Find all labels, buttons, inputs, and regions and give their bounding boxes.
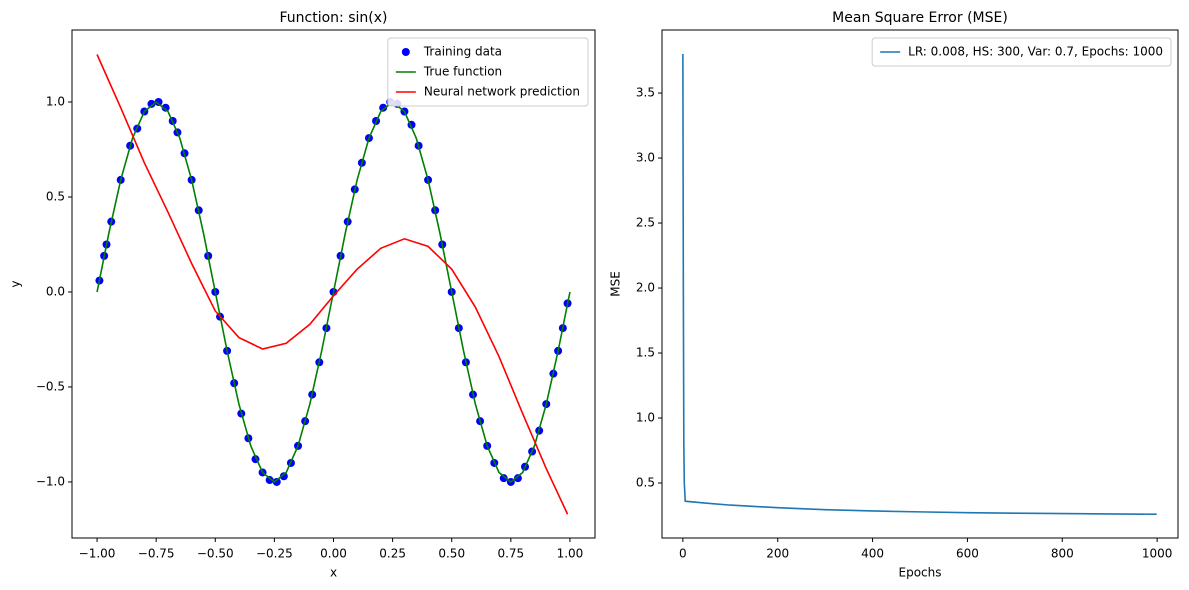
legend-label: Training data xyxy=(423,45,502,59)
plot-frame xyxy=(661,29,1179,539)
data-point xyxy=(265,476,274,485)
y-tick-label: 3.0 xyxy=(636,151,655,165)
data-point xyxy=(513,474,522,483)
x-tick-label: 800 xyxy=(1051,547,1074,561)
series-line xyxy=(96,54,569,515)
y-tick-label: 1.0 xyxy=(46,95,65,109)
plot-frame xyxy=(71,29,596,539)
x-tick-label: 0.25 xyxy=(379,547,406,561)
y-tick-label: 2.5 xyxy=(636,216,655,230)
series-line xyxy=(682,54,1157,516)
x-tick-label: −1.00 xyxy=(79,547,116,561)
x-tick-label: 1000 xyxy=(1142,547,1173,561)
x-tick-label: 0.50 xyxy=(438,547,465,561)
legend-marker xyxy=(401,48,410,56)
x-axis-label: Epochs xyxy=(899,566,942,580)
chart-title: Function: sin(x) xyxy=(280,10,388,26)
data-point xyxy=(147,99,156,108)
y-tick-label: −0.5 xyxy=(36,379,65,393)
legend-label: True function xyxy=(423,65,502,79)
y-tick-label: 3.5 xyxy=(636,86,655,100)
legend-label: LR: 0.008, HS: 300, Var: 0.7, Epochs: 10… xyxy=(908,45,1163,59)
y-tick-label: −1.0 xyxy=(36,474,65,488)
subplot: Function: sin(x) x y −1.00 −0.75 −0.50 −0.25 0.… xyxy=(9,10,596,580)
legend: LR: 0.008, HS: 300, Var: 0.7, Epochs: 10… xyxy=(871,37,1172,67)
legend-label: Neural network prediction xyxy=(424,85,580,99)
data-point xyxy=(279,472,288,481)
y-tick-label: 2.0 xyxy=(636,281,655,295)
series-line xyxy=(96,100,571,483)
x-axis-label: x xyxy=(330,566,337,580)
x-tick-label: −0.75 xyxy=(138,547,175,561)
y-tick-label: 1.5 xyxy=(636,346,655,360)
data-point xyxy=(379,103,388,112)
x-tick-label: −0.25 xyxy=(256,547,293,561)
x-tick-label: 600 xyxy=(956,547,979,561)
data-point xyxy=(272,477,281,486)
x-tick-label: −0.50 xyxy=(197,547,234,561)
subplot: Mean Square Error (MSE) Epochs MSE 0 200 400 6… xyxy=(609,10,1179,580)
y-axis-label: MSE xyxy=(609,271,623,297)
chart-title: Mean Square Error (MSE) xyxy=(832,10,1008,26)
legend: Training data True function Neural network… xyxy=(387,37,589,107)
data-point xyxy=(154,98,163,107)
x-tick-label: 0.00 xyxy=(320,547,347,561)
y-tick-label: 0.5 xyxy=(636,476,655,490)
x-tick-label: 1.00 xyxy=(557,547,584,561)
data-point xyxy=(161,103,170,112)
x-tick-label: 200 xyxy=(766,547,789,561)
data-point xyxy=(499,474,508,483)
y-axis-label: y xyxy=(9,280,23,287)
x-tick-label: 0.75 xyxy=(497,547,524,561)
legend-box xyxy=(387,37,589,107)
y-tick-label: 1.0 xyxy=(636,411,655,425)
y-tick-label: 0.0 xyxy=(46,284,65,298)
legend-box xyxy=(871,37,1172,67)
y-tick-label: 0.5 xyxy=(46,189,65,203)
x-tick-label: 400 xyxy=(861,547,884,561)
x-tick-label: 0 xyxy=(679,547,687,561)
